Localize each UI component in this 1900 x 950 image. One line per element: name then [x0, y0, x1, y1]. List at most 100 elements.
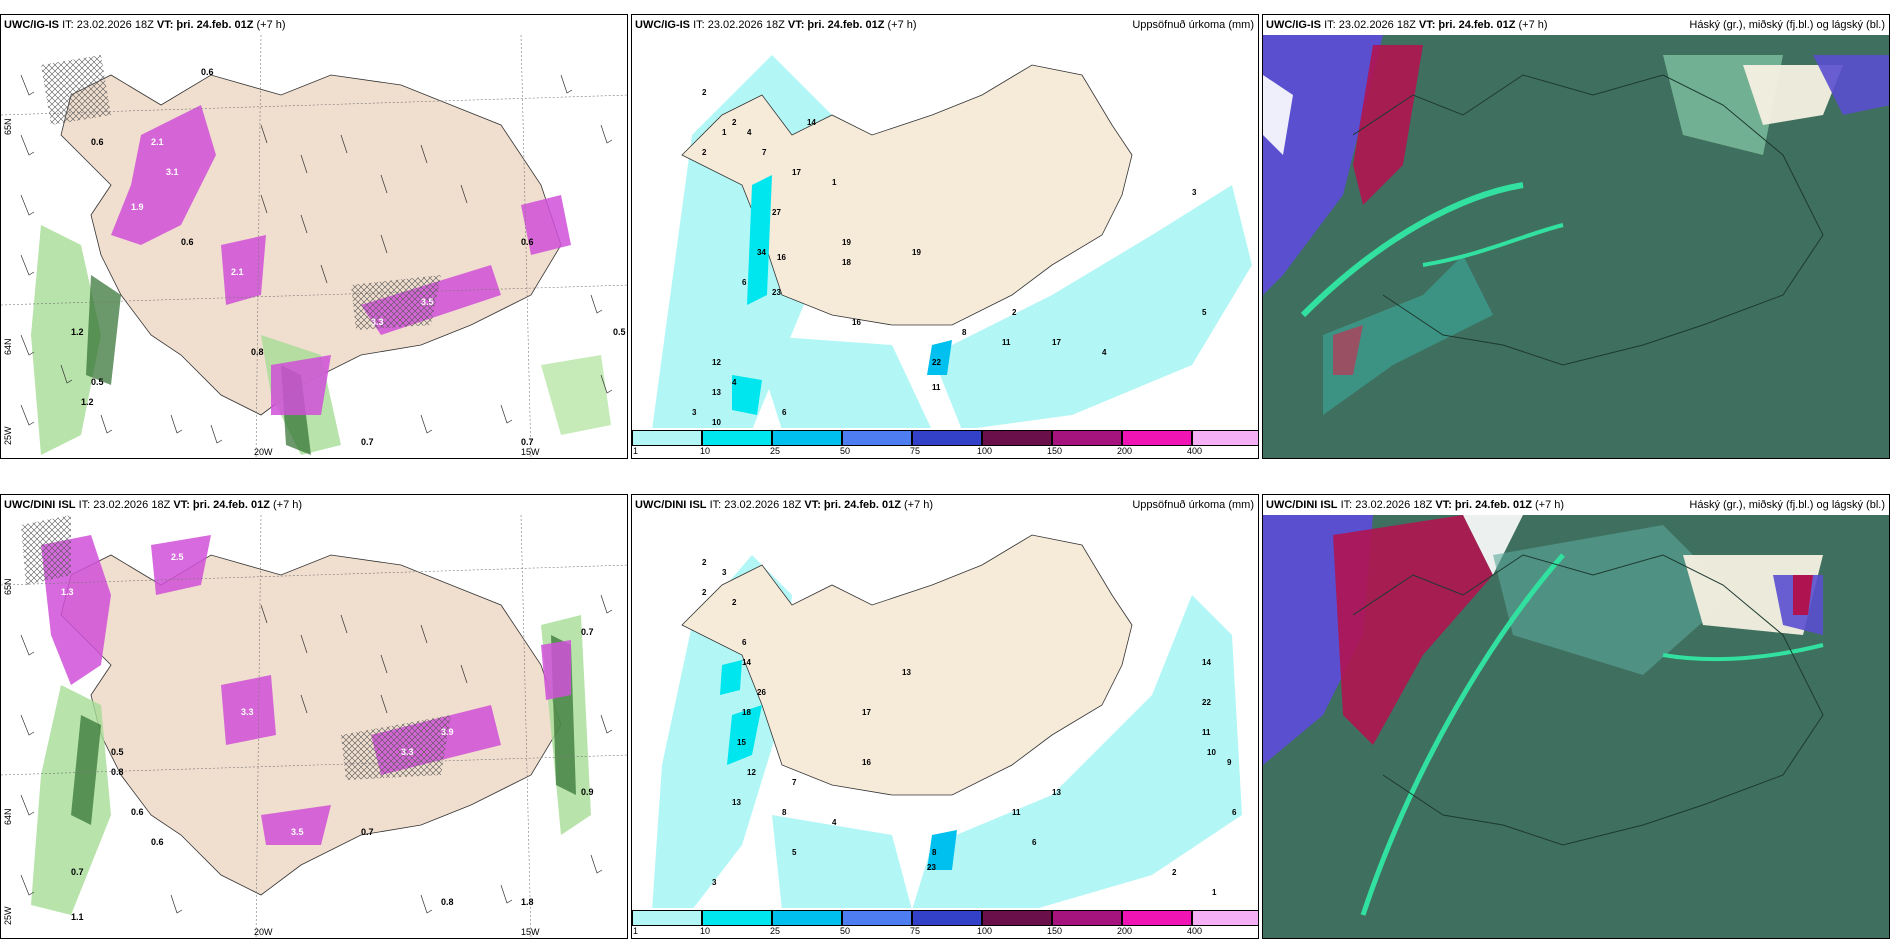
precip-values: 0.6 0.6 0.6 0.8 0.5 0.7 0.7 0.5 0.6 1.2 1.2	[71, 67, 626, 447]
panel-header: UWC/IG-IS IT: 23.02.2026 18Z VT: þri. 24…	[632, 15, 1258, 35]
lead-time: (+7 h)	[887, 19, 917, 31]
panel-header: UWC/IG-IS IT: 23.02.2026 18Z VT: þri. 24…	[1263, 15, 1889, 35]
svg-text:0.8: 0.8	[251, 347, 264, 357]
legend-swatch	[702, 910, 772, 926]
svg-text:11: 11	[1002, 338, 1011, 347]
svg-text:8: 8	[932, 848, 937, 857]
precip-cyan-dark	[927, 830, 957, 870]
precip-cyan-field	[752, 335, 932, 430]
valid-time: þri. 24.feb. 01Z	[1438, 19, 1516, 31]
lead-time: (+7 h)	[904, 499, 934, 511]
cloud-mid-teal	[1323, 255, 1493, 415]
svg-text:7: 7	[762, 148, 767, 157]
svg-text:23: 23	[927, 863, 936, 872]
svg-text:2.5: 2.5	[171, 552, 184, 562]
iceland-land	[681, 534, 1133, 796]
precip-green-band	[31, 225, 101, 455]
precip-cyan-dark	[927, 340, 952, 375]
precip-purple	[221, 675, 276, 745]
cloud-white	[1463, 515, 1523, 575]
svg-text:0.6: 0.6	[181, 237, 194, 247]
svg-text:8: 8	[962, 328, 967, 337]
lon-label-20w: 20W	[254, 927, 273, 937]
map-panel-clouds-dini: UWC/DINI ISL IT: 23.02.2026 18Z VT: þri.…	[1262, 494, 1890, 939]
svg-text:0.7: 0.7	[521, 437, 534, 447]
lon-label-15w: 15W	[521, 447, 540, 457]
panel-subtitle: Uppsöfnuð úrkoma (mm)	[1132, 499, 1254, 511]
valid-time: þri. 24.feb. 01Z	[823, 499, 901, 511]
valid-time-label: VT:	[1418, 19, 1436, 31]
legend-swatch	[912, 430, 982, 446]
svg-text:2: 2	[732, 118, 737, 127]
valid-time-label: VT:	[787, 19, 805, 31]
lead-time: (+7 h)	[256, 19, 286, 31]
svg-text:14: 14	[1202, 658, 1211, 667]
svg-text:14: 14	[742, 658, 751, 667]
svg-text:11: 11	[1202, 728, 1211, 737]
legend-label: 200	[1117, 446, 1133, 456]
lon-label-15w: 15W	[521, 927, 540, 937]
panel-header: UWC/DINI ISL IT: 23.02.2026 18Z VT: þri.…	[1, 495, 627, 515]
hatched-area	[41, 55, 111, 125]
svg-text:3.9: 3.9	[441, 727, 454, 737]
svg-text:17: 17	[1052, 338, 1061, 347]
precip-cyan-dark	[720, 660, 742, 695]
legend-label: 50	[840, 926, 851, 936]
legend-swatch	[912, 910, 982, 926]
svg-text:13: 13	[902, 668, 911, 677]
legend-swatch	[1192, 910, 1258, 926]
lead-time: (+7 h)	[1535, 499, 1565, 511]
legend-label: 10	[700, 926, 711, 936]
svg-text:19: 19	[912, 248, 921, 257]
lat-label-65n: 65N	[3, 578, 13, 595]
svg-text:0.6: 0.6	[151, 837, 164, 847]
svg-text:6: 6	[782, 408, 787, 417]
model-name: UWC/DINI ISL	[635, 499, 707, 511]
legend-swatch	[772, 430, 842, 446]
svg-text:3.3: 3.3	[371, 317, 384, 327]
svg-text:5: 5	[792, 848, 797, 857]
map-wind-precip: 2.1 3.1 1.9 3.3 3.5 2.1 0.6 0.6 0.6 0.8 0.5 0.7 0.7…	[1, 35, 627, 458]
svg-text:6: 6	[1032, 838, 1037, 847]
svg-text:6: 6	[742, 638, 747, 647]
cloud-mid-teal	[1493, 525, 1733, 675]
precip-cyan-dark	[727, 705, 762, 765]
precip-values: 2.1 3.1 1.9 3.3 3.5 2.1	[131, 137, 434, 327]
legend-label: 1	[633, 926, 639, 936]
legend-swatch	[702, 430, 772, 446]
svg-text:0.9: 0.9	[581, 787, 594, 797]
svg-text:13: 13	[732, 798, 741, 807]
legend-label: 50	[840, 446, 851, 456]
svg-text:19: 19	[842, 238, 851, 247]
init-time: IT: 23.02.2026 18Z	[78, 499, 171, 511]
svg-text:3.1: 3.1	[166, 167, 179, 177]
svg-text:3: 3	[1192, 188, 1197, 197]
valid-time-label: VT:	[1435, 499, 1452, 511]
svg-text:14: 14	[807, 118, 816, 127]
svg-text:1: 1	[832, 178, 837, 187]
svg-text:12: 12	[712, 358, 721, 367]
legend-swatch	[982, 430, 1052, 446]
svg-text:12: 12	[747, 768, 756, 777]
svg-text:0.7: 0.7	[71, 867, 84, 877]
cloud-white	[1743, 65, 1843, 125]
svg-text:34: 34	[757, 248, 766, 257]
panel-subtitle: Háský (gr.), miðský (fj.bl.) og lágský (…	[1689, 19, 1885, 31]
svg-text:13: 13	[712, 388, 721, 397]
svg-text:0.5: 0.5	[91, 377, 104, 387]
svg-text:13: 13	[1052, 788, 1061, 797]
cloud-high-white	[1263, 75, 1293, 155]
model-name: UWC/IG-IS	[635, 19, 690, 31]
panel-subtitle: Uppsöfnuð úrkoma (mm)	[1132, 19, 1254, 31]
cloud-crimson	[1353, 45, 1423, 205]
lat-label-65n: 65N	[3, 118, 13, 135]
valid-time-label: VT:	[156, 19, 174, 31]
svg-text:2: 2	[702, 588, 707, 597]
init-time: IT: 23.02.2026 18Z	[709, 499, 802, 511]
svg-text:0.8: 0.8	[111, 767, 124, 777]
precip-purple	[261, 805, 331, 845]
svg-text:1: 1	[1212, 888, 1217, 897]
svg-text:3: 3	[692, 408, 697, 417]
svg-text:10: 10	[712, 418, 721, 427]
valid-time: þri. 24.feb. 01Z	[176, 19, 254, 31]
